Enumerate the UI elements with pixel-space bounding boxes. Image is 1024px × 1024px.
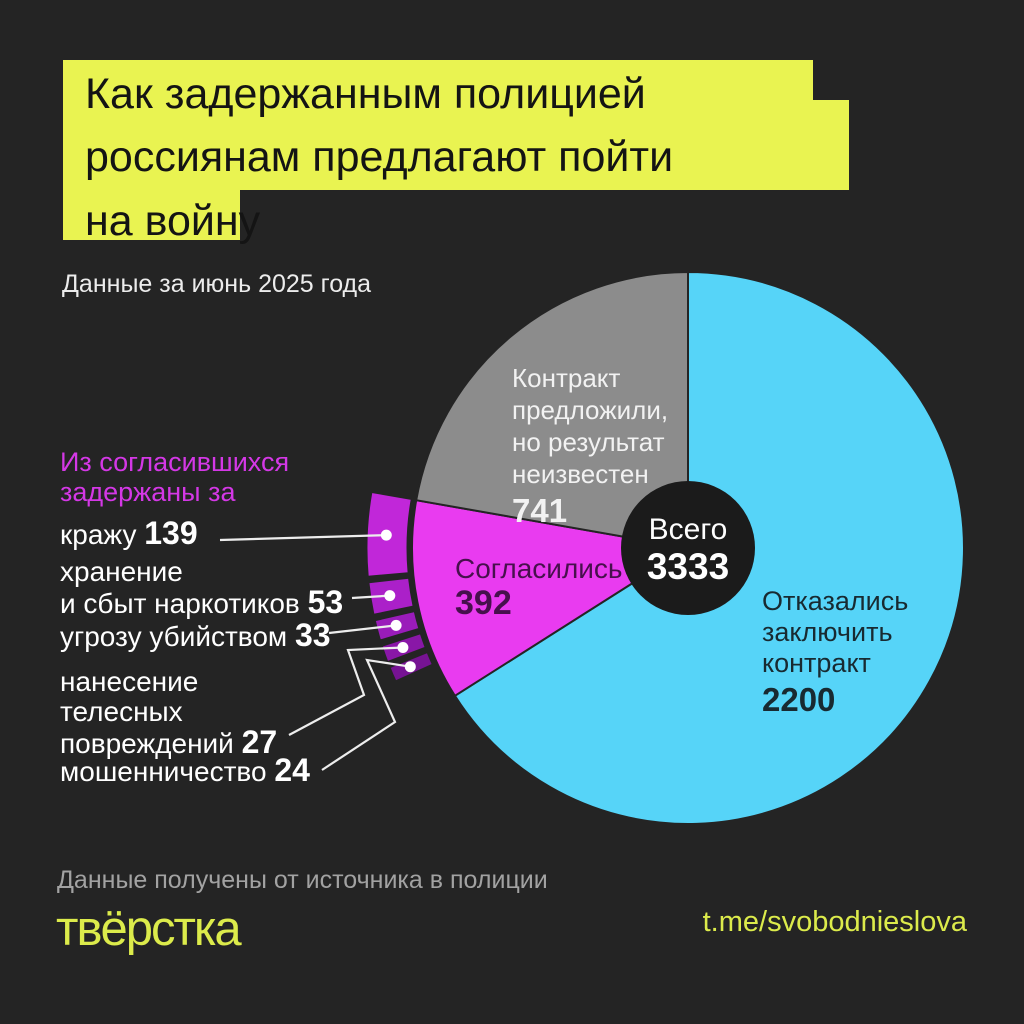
breakdown-heading-line-1: Из согласившихся	[60, 447, 290, 477]
leader-dot-0	[380, 529, 392, 541]
leader-dot-2	[390, 619, 402, 631]
leader-line-0	[219, 534, 387, 542]
breakdown-label-0: кражу 139	[60, 515, 198, 551]
slice-value: 392	[455, 584, 512, 622]
breakdown-label-1: хранение и сбыт наркотиков 53	[60, 556, 344, 620]
leader-line-1	[351, 594, 390, 600]
slice-label-refused: Отказались заключить контракт 2200	[762, 586, 909, 718]
slice-label-text: Контракт	[512, 363, 621, 393]
slice-label-text: неизвестен	[512, 459, 649, 489]
title-block: Как задержанным полицией россиянам предл…	[63, 60, 853, 245]
slice-label-text: предложили,	[512, 395, 669, 425]
telegram-link[interactable]: t.me/svobodnieslova	[702, 906, 967, 938]
breakdown-label-3: нанесение телесных повреждений 27	[60, 666, 278, 760]
title-highlight-box	[63, 190, 240, 240]
page-title-line-3: на войну	[85, 197, 261, 245]
breakdown-heading: Из согласившихся задержаны за	[60, 447, 289, 507]
pie-slice-2	[415, 271, 689, 549]
title-highlight-box	[63, 100, 849, 190]
slice-label-agreed: Согласились 392	[455, 553, 623, 622]
total-caption: Всего	[648, 513, 728, 546]
subtitle-period: Данные за июнь 2025 года	[62, 270, 372, 298]
leader-dot-1	[384, 590, 396, 602]
slice-label-text: Отказались	[762, 586, 909, 616]
source-note: Данные получены от источника в полиции	[57, 866, 548, 894]
leader-line-4	[321, 658, 411, 771]
leader-line-3	[288, 646, 403, 736]
leader-line-2	[328, 624, 397, 635]
slice-value: 2200	[762, 681, 836, 718]
breakdown-heading-line-2: задержаны за	[60, 477, 236, 507]
title-highlight-box	[63, 60, 813, 100]
leader-dot-4	[404, 661, 416, 673]
verstka-logo: твёрстка	[56, 902, 242, 956]
donut-hole	[621, 481, 755, 615]
leader-dot-3	[397, 642, 409, 653]
slice-label-text: заключить	[762, 617, 893, 647]
pie-slice-1	[411, 499, 689, 697]
total-label: Всего 3333	[608, 511, 768, 585]
breakdown-label-4: мошенничество 24	[60, 752, 310, 788]
page-title-line-1: Как задержанным полицией	[85, 70, 646, 118]
breakdown-label-2: угрозу убийством 33	[60, 617, 331, 653]
slice-label-offered-unknown: Контракт предложили, но результат неизве…	[512, 362, 668, 527]
slice-label-text: Согласились	[455, 553, 623, 584]
slice-label-text: но результат	[512, 427, 665, 457]
slice-value: 741	[512, 492, 568, 529]
page-title-line-2: россиянам предлагают пойти	[85, 133, 674, 181]
total-value: 3333	[646, 546, 730, 587]
slice-label-text: контракт	[762, 648, 871, 678]
